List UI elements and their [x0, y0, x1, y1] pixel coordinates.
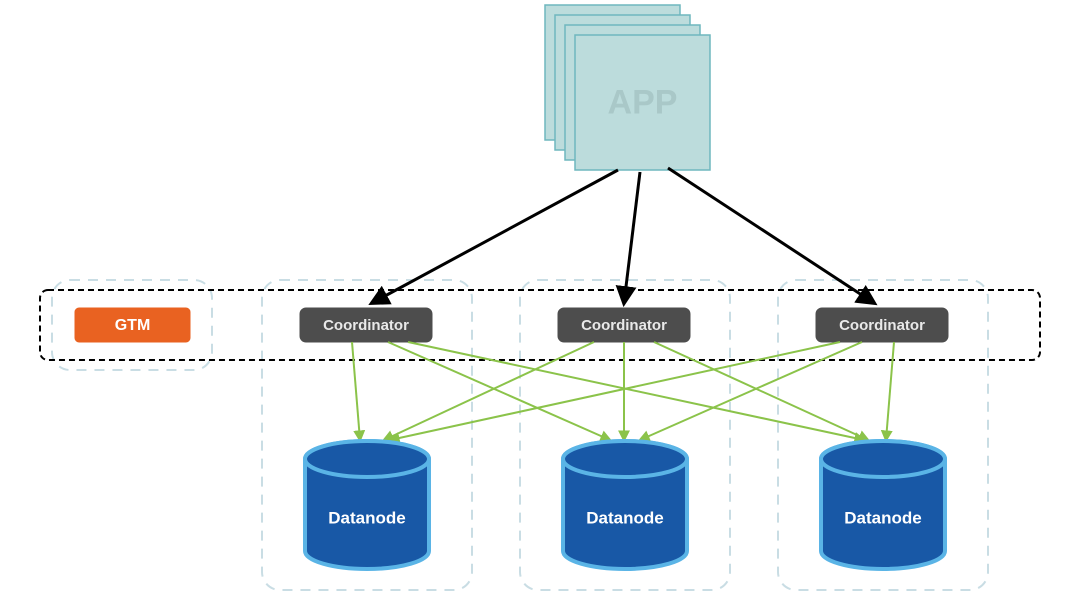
- arrow-app-to-coordinator: [624, 172, 640, 303]
- coordinator-label: Coordinator: [323, 317, 409, 334]
- coordinator-label: Coordinator: [581, 317, 667, 334]
- arrow-coordinator-to-datanode: [886, 342, 894, 440]
- datanode-label: Datanode: [328, 508, 405, 527]
- arrow-coordinator-to-datanode: [384, 342, 594, 440]
- arrow-coordinator-to-datanode: [640, 342, 862, 440]
- arrow-coordinator-to-datanode: [388, 342, 610, 440]
- datanode-cylinder-top-icon: [563, 441, 687, 477]
- arrow-coordinator-to-datanode: [408, 342, 864, 440]
- arrow-coordinator-to-datanode: [352, 342, 360, 440]
- datanode-label: Datanode: [586, 508, 663, 527]
- datanode-cylinder-top-icon: [821, 441, 945, 477]
- arrow-coordinator-to-datanode: [654, 342, 868, 440]
- arrow-coordinator-to-datanode: [390, 342, 840, 440]
- architecture-diagram: APP GTM Coordinator Coordinator Coordinato…: [0, 0, 1080, 613]
- arrow-app-to-coordinator: [668, 168, 874, 303]
- datanode-cylinder-top-icon: [305, 441, 429, 477]
- arrow-app-to-coordinator: [372, 170, 618, 303]
- app-label: APP: [608, 83, 678, 121]
- gtm-label: GTM: [115, 317, 151, 334]
- coordinator-label: Coordinator: [839, 317, 925, 334]
- datanode-label: Datanode: [844, 508, 921, 527]
